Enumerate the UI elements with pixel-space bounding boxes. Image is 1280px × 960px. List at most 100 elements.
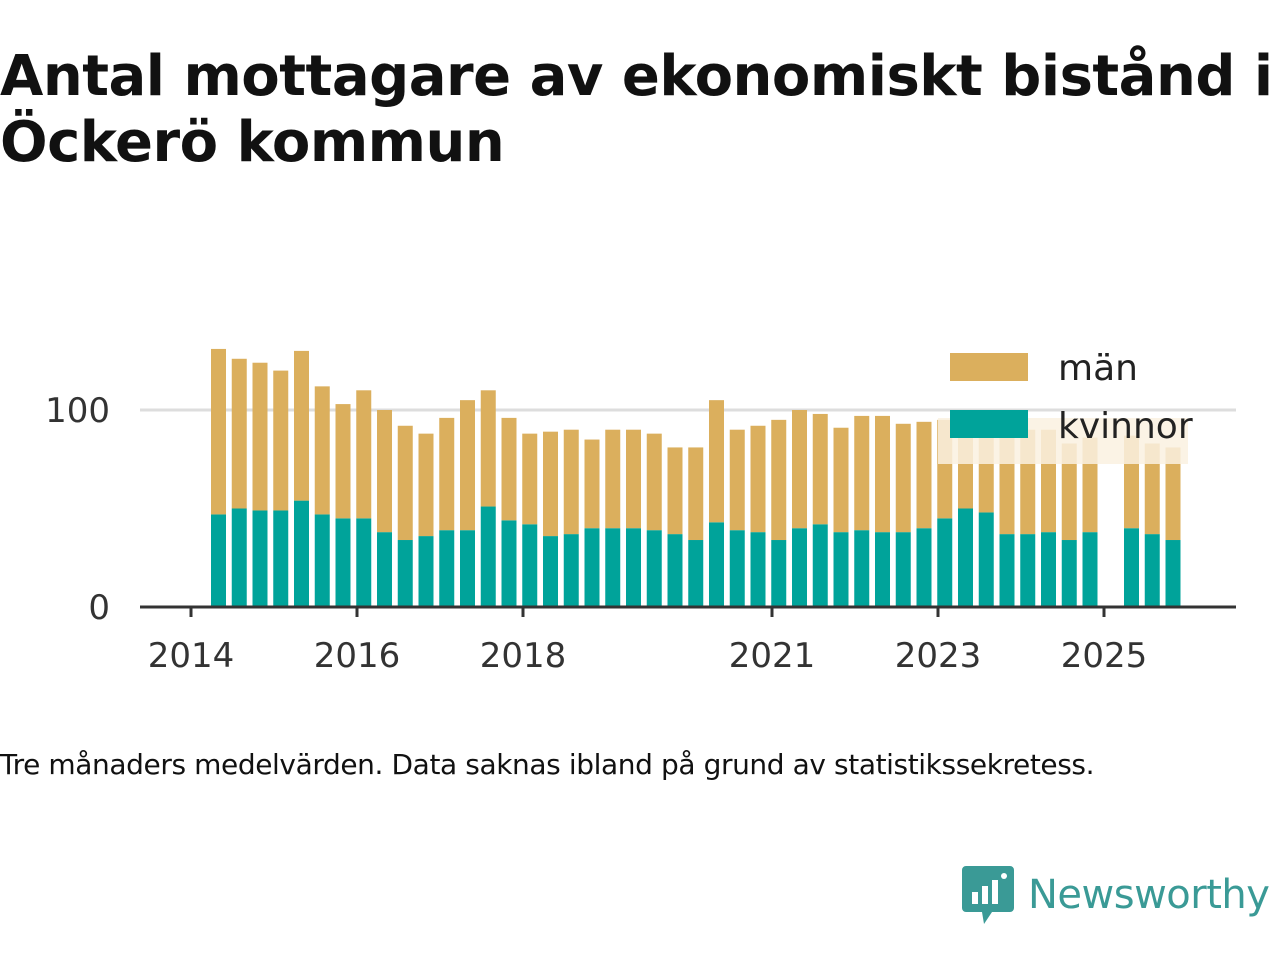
bar-kvinnor [294,500,309,607]
bar-man [1061,443,1077,541]
axes [140,605,1236,617]
bar-kvinnor [875,532,890,607]
legend: män kvinnor [950,348,1193,447]
bar-kvinnor [833,532,849,607]
bar-kvinnor [937,518,953,607]
bar-kvinnor [750,532,766,607]
bar-man [626,429,641,529]
bar-man [584,439,600,529]
bar-kvinnor [854,530,870,607]
bar-kvinnor [273,510,289,607]
bar-man [397,425,413,541]
bar-kvinnor [460,530,475,607]
tick-labels: 0 100 2014 2016 2018 2021 2023 2025 [45,391,1147,676]
newsworthy-logo[interactable]: Newsworthy [962,862,1270,928]
bar-kvinnor [605,528,621,607]
bar-man [709,400,724,523]
bar-kvinnor [688,540,704,607]
bar-kvinnor [1124,528,1139,607]
bar-kvinnor [543,536,558,607]
legend-man-swatch [950,353,1028,381]
bar-kvinnor [1020,534,1036,607]
bar-man [750,425,766,533]
bar-kvinnor [377,532,392,607]
bar-kvinnor [356,518,372,607]
x-tick-label: 2025 [1061,636,1148,676]
bar-man [1165,447,1181,541]
bar-man [646,433,662,531]
bar-kvinnor [501,520,517,607]
bar-man [875,415,890,533]
bar-man [812,413,828,525]
bar-man [294,350,309,501]
bar-man [314,386,330,515]
x-tick-label: 2016 [314,636,401,676]
bars [211,348,1188,607]
chart-bubble-icon [962,866,1014,924]
bar-kvinnor [792,528,807,607]
bar-man [418,433,434,537]
bar-man [854,415,870,531]
bar-kvinnor [211,514,226,607]
bar-kvinnor [314,514,330,607]
bar-man [667,447,683,535]
bar-man [771,419,787,541]
brand-name: Newsworthy [1028,872,1270,918]
bar-man [792,410,807,529]
x-tick-label: 2014 [148,636,235,676]
bar-man [460,400,475,531]
bar-man [211,348,226,515]
bar-kvinnor [522,524,538,607]
bar-kvinnor [563,534,579,607]
bar-man [729,429,745,531]
bar-kvinnor [646,530,662,607]
legend-kvinnor-label: kvinnor [1058,406,1193,447]
bar-kvinnor [1041,532,1056,607]
bar-kvinnor [916,528,932,607]
bar-man [377,410,392,533]
bar-man [356,390,372,519]
bar-man [501,417,517,521]
bar-man [1144,443,1160,535]
bar-kvinnor [895,532,911,607]
bar-man [335,404,351,519]
bar-kvinnor [709,522,724,607]
bar-man [543,431,558,537]
bar-kvinnor [978,512,994,607]
bar-man [563,429,579,535]
bar-kvinnor [1165,540,1181,607]
bar-man [688,447,704,541]
bar-kvinnor [397,540,413,607]
bar-kvinnor [958,508,973,607]
x-tick-label: 2023 [895,636,982,676]
bar-kvinnor [626,528,641,607]
legend-kvinnor-swatch [950,410,1028,438]
bar-kvinnor [439,530,455,607]
bar-kvinnor [1082,532,1098,607]
bar-man [522,433,538,525]
bar-kvinnor [1061,540,1077,607]
bar-man [916,421,932,529]
y-tick-label: 0 [88,588,110,628]
legend-man-label: män [1058,348,1138,389]
bar-man [605,429,621,529]
bar-kvinnor [418,536,434,607]
bar-kvinnor [812,524,828,607]
bar-kvinnor [584,528,600,607]
bar-kvinnor [1144,534,1160,607]
chart-title: Antal mottagare av ekonomiskt bistånd i … [0,44,1273,175]
bar-kvinnor [729,530,745,607]
bar-man [252,362,268,511]
bar-kvinnor [335,518,351,607]
bar-man [231,358,247,509]
bar-kvinnor [999,534,1015,607]
bar-kvinnor [231,508,247,607]
x-tick-label: 2018 [480,636,567,676]
bar-kvinnor [771,540,787,607]
bar-man [833,427,849,533]
bar-chart: män kvinnor 0 100 2014 2016 2018 2021 2023 2025 [45,348,1236,676]
bar-kvinnor [667,534,683,607]
y-tick-label: 100 [45,391,110,431]
bar-kvinnor [480,506,496,607]
bar-man [439,417,455,531]
